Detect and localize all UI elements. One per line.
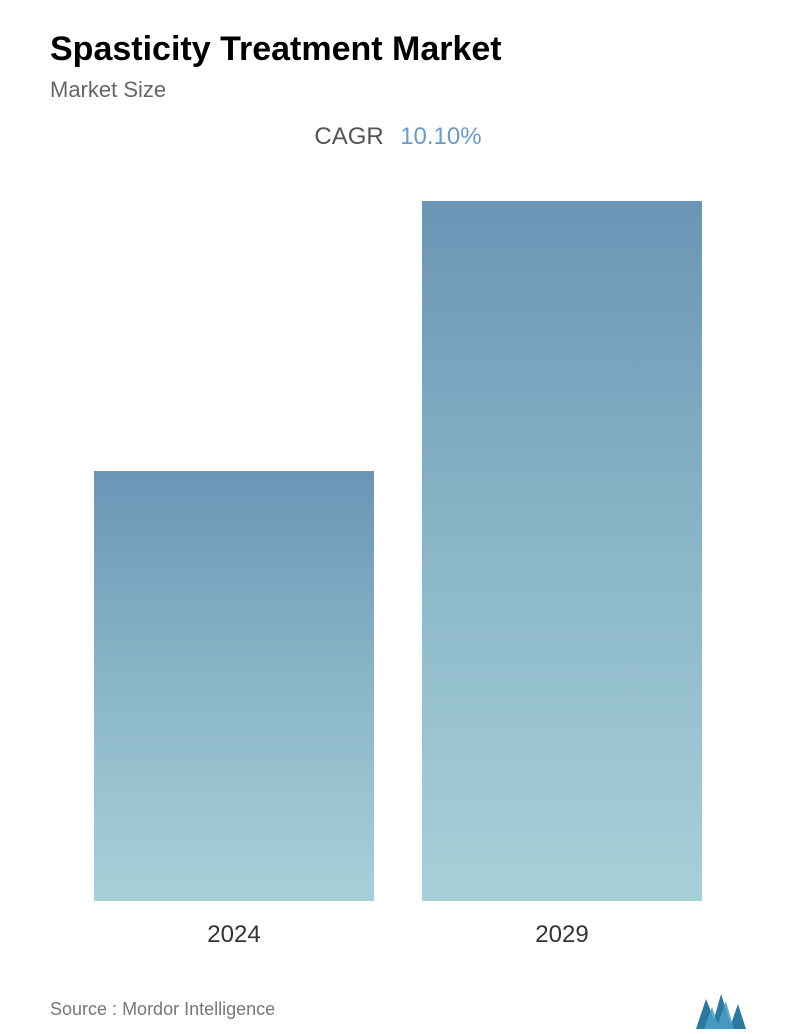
- bar-label-2024: 2024: [207, 921, 260, 949]
- cagr-value: 10.10%: [400, 123, 481, 150]
- bar-2029: [422, 201, 702, 901]
- bar-2024: [94, 471, 374, 901]
- page-title: Spasticity Treatment Market: [50, 30, 746, 69]
- footer: Source : Mordor Intelligence: [50, 979, 746, 1029]
- source-text: Source : Mordor Intelligence: [50, 999, 275, 1020]
- cagr-row: CAGR 10.10%: [50, 123, 746, 151]
- bar-group-2029: 2029: [422, 201, 702, 949]
- cagr-label: CAGR: [314, 123, 383, 150]
- bar-group-2024: 2024: [94, 471, 374, 949]
- chart-container: Spasticity Treatment Market Market Size …: [0, 0, 796, 1034]
- bar-label-2029: 2029: [535, 921, 588, 949]
- chart-area: 2024 2029: [50, 201, 746, 949]
- subtitle: Market Size: [50, 77, 746, 103]
- mordor-logo-icon: [696, 989, 746, 1029]
- source-name: Mordor Intelligence: [122, 999, 275, 1019]
- source-label: Source :: [50, 999, 117, 1019]
